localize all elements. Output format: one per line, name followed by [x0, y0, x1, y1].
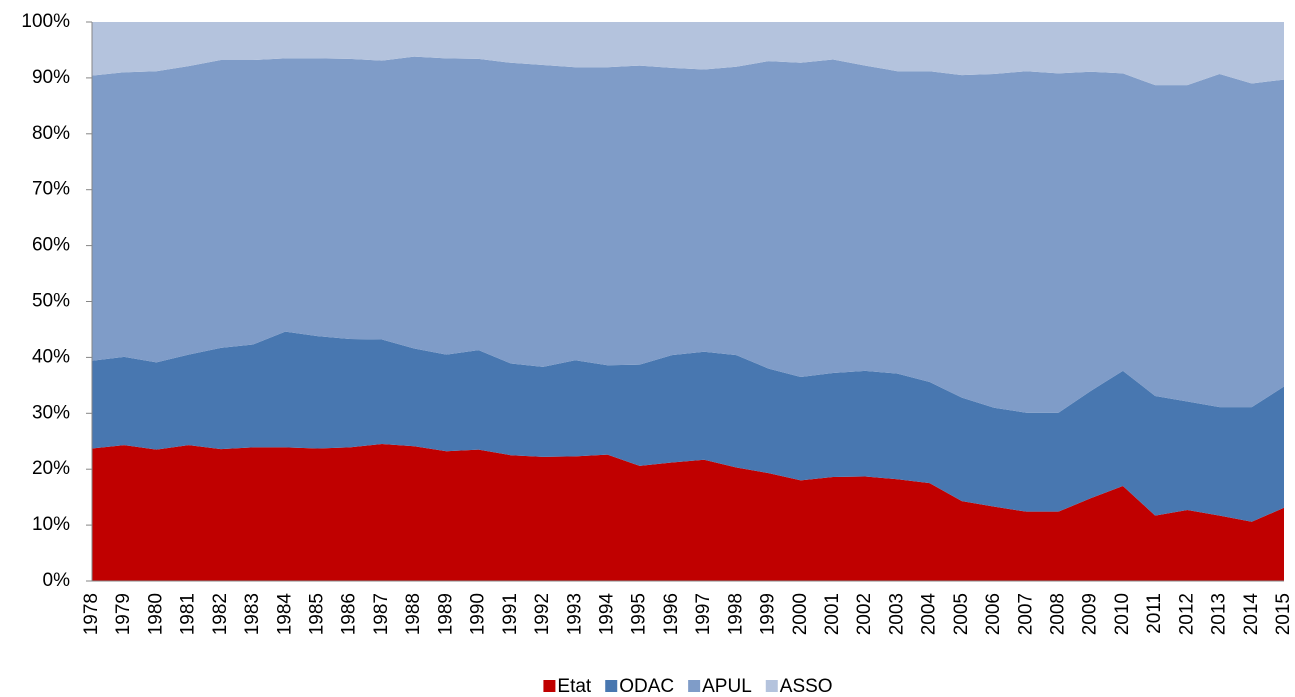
- x-tick-label: 1986: [339, 593, 360, 635]
- x-tick-label: 1996: [661, 593, 682, 635]
- y-tick-label: 10%: [32, 514, 70, 535]
- legend-swatch: [605, 680, 618, 692]
- legend-swatch: [543, 680, 556, 692]
- area: [92, 331, 1284, 522]
- legend-label: ODAC: [619, 676, 674, 697]
- x-tick-label: 1992: [532, 593, 553, 635]
- area: [92, 56, 1284, 413]
- x-tick-label: 1982: [210, 593, 231, 635]
- x-tick-label: 2003: [886, 593, 907, 635]
- y-tick-label: 40%: [32, 346, 70, 367]
- y-tick-label: 100%: [21, 11, 70, 32]
- x-tick-label: 2015: [1273, 593, 1294, 635]
- y-tick-label: 80%: [32, 123, 70, 144]
- x-tick-label: 2010: [1112, 593, 1133, 635]
- x-tick-label: 1991: [500, 593, 521, 635]
- y-tick-label: 50%: [32, 291, 70, 312]
- y-tick-label: 70%: [32, 179, 70, 200]
- x-tick-label: 1981: [178, 593, 199, 635]
- x-tick-label: 2004: [919, 593, 940, 636]
- x-tick-label: 2014: [1241, 593, 1262, 636]
- legend-swatch: [765, 680, 778, 692]
- area: [92, 444, 1284, 581]
- x-tick-label: 2001: [822, 593, 843, 635]
- area: [92, 22, 1284, 86]
- legend-label: Etat: [557, 676, 592, 697]
- x-tick-label: 1988: [403, 593, 424, 635]
- legend-label: ASSO: [780, 676, 833, 697]
- x-tick-label: 2011: [1144, 593, 1165, 634]
- x-tick-label: 2006: [983, 593, 1004, 635]
- x-tick-label: 1983: [242, 593, 263, 635]
- x-tick-label: 1995: [629, 593, 650, 635]
- legend-label: APUL: [702, 676, 752, 697]
- y-tick-label: 60%: [32, 235, 70, 256]
- y-tick-label: 20%: [32, 458, 70, 479]
- legend: Etat ODAC APUL ASSO: [543, 676, 833, 697]
- x-tick-label: 1993: [564, 593, 585, 635]
- x-tick-label: 1989: [435, 593, 456, 635]
- x-tick-label: 1979: [113, 593, 134, 635]
- x-tick-label: 2002: [854, 593, 875, 635]
- x-tick-label: 2000: [790, 593, 811, 635]
- x-tick-label: 2005: [951, 593, 972, 635]
- y-tick-label: 0%: [43, 570, 71, 591]
- x-tick-label: 1985: [307, 593, 328, 635]
- x-tick-label: 2008: [1048, 593, 1069, 635]
- x-tick-label: 2007: [1015, 593, 1036, 635]
- x-tick-label: 1984: [274, 593, 295, 636]
- x-tick-label: 1978: [81, 593, 102, 635]
- x-tick-label: 1987: [371, 593, 392, 635]
- y-tick-label: 90%: [32, 67, 70, 88]
- x-tick-label: 1997: [693, 593, 714, 635]
- x-tick-label: 1990: [468, 593, 489, 635]
- legend-swatch: [688, 680, 701, 692]
- x-tick-label: 2013: [1209, 593, 1230, 635]
- x-tick-label: 2012: [1176, 593, 1197, 635]
- x-tick-label: 1980: [145, 593, 166, 635]
- y-tick-label: 30%: [32, 402, 70, 423]
- x-tick-label: 1994: [596, 593, 617, 636]
- x-tick-label: 1999: [758, 593, 779, 635]
- x-tick-label: 1998: [725, 593, 746, 635]
- x-tick-label: 2009: [1080, 593, 1101, 635]
